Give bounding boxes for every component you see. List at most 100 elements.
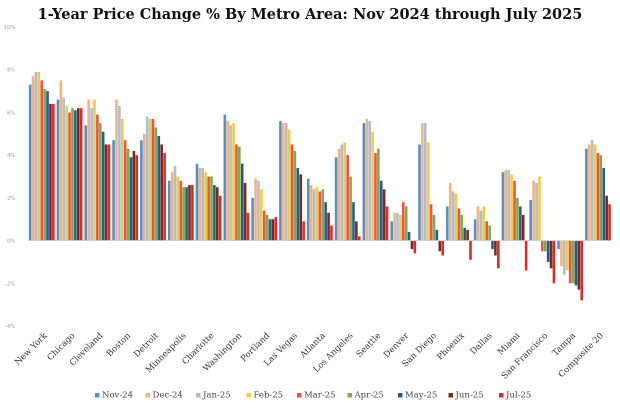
bar-jul-25-minneapolis xyxy=(191,185,194,241)
bar-jun-25-las-vegas xyxy=(299,174,303,241)
legend-label-jun-25: Jun-25 xyxy=(455,391,484,401)
bar-dec-24-washington xyxy=(226,120,230,241)
bar-mar-25-new-york xyxy=(40,80,44,241)
bar-jan-25-san-diego xyxy=(423,123,427,241)
bar-jul-25-phoenix xyxy=(469,240,472,260)
bar-jun-25-tampa xyxy=(577,240,581,290)
bar-jan-25-boston xyxy=(118,106,121,241)
bar-dec-24-las-vegas xyxy=(282,123,285,241)
bar-jan-25-new-york xyxy=(34,71,38,241)
bar-may-25-portland xyxy=(268,219,272,241)
bar-dec-24-san-diego xyxy=(421,123,424,241)
legend-label-dec-24: Dec-24 xyxy=(153,391,183,401)
bar-mar-25-charlotte xyxy=(207,176,210,241)
bar-jul-25-las-vegas xyxy=(302,221,305,241)
bar-dec-24-miami xyxy=(504,170,508,241)
legend-label-feb-25: Feb-25 xyxy=(254,391,284,401)
bar-jun-25-miami xyxy=(521,214,525,241)
category-label: Dallas xyxy=(469,331,495,357)
bar-jan-25-atlanta xyxy=(312,189,316,241)
bar-jul-25-miami xyxy=(524,240,528,271)
bars-group xyxy=(28,71,611,301)
bar-dec-24-detroit xyxy=(142,133,146,241)
bar-dec-24-tampa xyxy=(560,240,563,267)
bar-jun-25-chicago xyxy=(76,108,80,241)
legend-swatch-jul-25 xyxy=(499,393,504,398)
bar-apr-25-charlotte xyxy=(210,176,213,241)
bar-nov-24-las-vegas xyxy=(279,120,282,241)
bar-may-25-phoenix xyxy=(463,227,466,241)
bar-mar-25-seattle xyxy=(374,153,377,241)
bar-apr-25-composite-20 xyxy=(599,155,603,241)
bar-feb-25-dallas xyxy=(482,206,486,241)
bar-nov-24-dallas xyxy=(473,219,477,241)
bar-may-25-boston xyxy=(129,157,133,241)
bar-feb-25-las-vegas xyxy=(287,129,291,241)
bar-jan-25-minneapolis xyxy=(173,165,177,241)
bar-may-25-miami xyxy=(519,206,522,241)
bar-jul-25-washington xyxy=(246,212,250,241)
bar-nov-24-charlotte xyxy=(195,163,199,241)
bar-jan-25-los-angeles xyxy=(340,144,344,241)
bar-jan-25-cleveland xyxy=(90,108,93,241)
bar-jul-25-tampa xyxy=(580,240,584,301)
bar-jun-25-los-angeles xyxy=(355,221,358,241)
legend-swatch-mar-25 xyxy=(297,393,302,398)
bar-feb-25-denver xyxy=(399,214,402,241)
category-label: Boston xyxy=(105,331,133,359)
bar-jun-25-minneapolis xyxy=(188,185,191,241)
bar-jan-25-detroit xyxy=(145,116,149,241)
bar-jun-25-atlanta xyxy=(327,212,330,241)
bar-jun-25-san-francisco xyxy=(549,240,553,269)
bar-may-25-chicago xyxy=(74,110,77,241)
bar-jun-25-boston xyxy=(132,150,136,241)
bar-mar-25-san-diego xyxy=(429,204,433,241)
bar-may-25-composite-20 xyxy=(602,167,606,241)
bar-dec-24-seattle xyxy=(365,118,369,241)
bar-may-25-san-diego xyxy=(435,229,439,241)
bar-dec-24-minneapolis xyxy=(170,172,174,241)
bar-jun-25-charlotte xyxy=(216,187,219,241)
y-tick-label: -2% xyxy=(5,281,15,287)
bar-dec-24-dallas xyxy=(476,206,480,241)
bar-jul-25-chicago xyxy=(79,108,83,241)
bar-nov-24-denver xyxy=(390,221,393,241)
bar-jan-25-dallas xyxy=(479,210,483,241)
bar-apr-25-detroit xyxy=(154,127,158,241)
bar-may-25-minneapolis xyxy=(185,187,188,241)
bar-jan-25-miami xyxy=(507,170,511,241)
y-tick-label: 10% xyxy=(4,25,15,31)
bar-feb-25-los-angeles xyxy=(343,142,347,241)
bar-nov-24-phoenix xyxy=(446,206,449,241)
bar-mar-25-cleveland xyxy=(96,114,99,241)
bar-nov-24-detroit xyxy=(140,140,143,241)
bar-feb-25-detroit xyxy=(148,118,152,241)
bar-apr-25-dallas xyxy=(488,225,491,241)
bar-nov-24-miami xyxy=(501,172,505,241)
bar-nov-24-washington xyxy=(223,114,227,241)
bar-mar-25-denver xyxy=(401,202,405,241)
bar-nov-24-seattle xyxy=(362,123,366,241)
bar-nov-24-cleveland xyxy=(84,125,88,241)
bar-feb-25-san-francisco xyxy=(538,176,541,241)
bar-mar-25-chicago xyxy=(68,112,71,241)
bar-jan-25-tampa xyxy=(563,240,566,275)
bar-jan-25-las-vegas xyxy=(284,123,288,241)
bar-feb-25-boston xyxy=(120,118,124,241)
bar-feb-25-portland xyxy=(260,189,263,241)
bar-nov-24-boston xyxy=(112,140,115,241)
bar-jun-25-dallas xyxy=(494,240,497,256)
bar-nov-24-tampa xyxy=(557,240,560,250)
bar-apr-25-chicago xyxy=(71,108,74,241)
bar-feb-25-cleveland xyxy=(93,99,96,241)
bar-feb-25-san-diego xyxy=(426,142,430,241)
bar-jul-25-portland xyxy=(274,217,278,241)
bar-nov-24-minneapolis xyxy=(167,180,171,241)
bar-jul-25-cleveland xyxy=(107,144,111,241)
bar-jun-25-detroit xyxy=(160,144,163,241)
bar-may-25-washington xyxy=(240,163,244,241)
bar-apr-25-minneapolis xyxy=(182,187,185,241)
bar-apr-25-san-francisco xyxy=(543,240,547,252)
bar-apr-25-new-york xyxy=(43,88,46,241)
